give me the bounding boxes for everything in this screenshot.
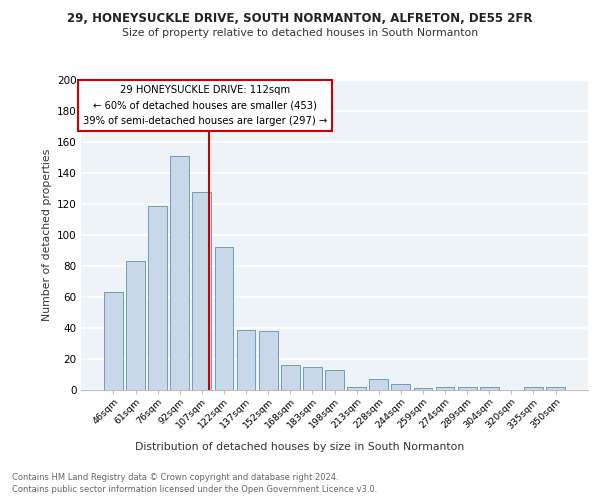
Bar — [546, 387, 565, 390]
Bar — [391, 384, 410, 390]
Text: Contains public sector information licensed under the Open Government Licence v3: Contains public sector information licen… — [12, 485, 377, 494]
Text: Size of property relative to detached houses in South Normanton: Size of property relative to detached ho… — [122, 28, 478, 38]
Bar — [104, 292, 123, 390]
Bar — [480, 387, 499, 390]
Text: Contains HM Land Registry data © Crown copyright and database right 2024.: Contains HM Land Registry data © Crown c… — [12, 472, 338, 482]
Bar — [215, 248, 233, 390]
Text: 29 HONEYSUCKLE DRIVE: 112sqm
← 60% of detached houses are smaller (453)
39% of s: 29 HONEYSUCKLE DRIVE: 112sqm ← 60% of de… — [83, 84, 328, 126]
Bar — [236, 330, 256, 390]
Text: 29, HONEYSUCKLE DRIVE, SOUTH NORMANTON, ALFRETON, DE55 2FR: 29, HONEYSUCKLE DRIVE, SOUTH NORMANTON, … — [67, 12, 533, 26]
Bar — [281, 365, 299, 390]
Bar — [413, 388, 433, 390]
Bar — [325, 370, 344, 390]
Bar — [370, 379, 388, 390]
Bar — [303, 367, 322, 390]
Bar — [458, 387, 476, 390]
Bar — [148, 206, 167, 390]
Bar — [170, 156, 189, 390]
Bar — [436, 387, 454, 390]
Y-axis label: Number of detached properties: Number of detached properties — [41, 149, 52, 321]
Text: Distribution of detached houses by size in South Normanton: Distribution of detached houses by size … — [136, 442, 464, 452]
Bar — [524, 387, 543, 390]
Bar — [259, 331, 278, 390]
Bar — [126, 262, 145, 390]
Bar — [347, 387, 366, 390]
Bar — [193, 192, 211, 390]
